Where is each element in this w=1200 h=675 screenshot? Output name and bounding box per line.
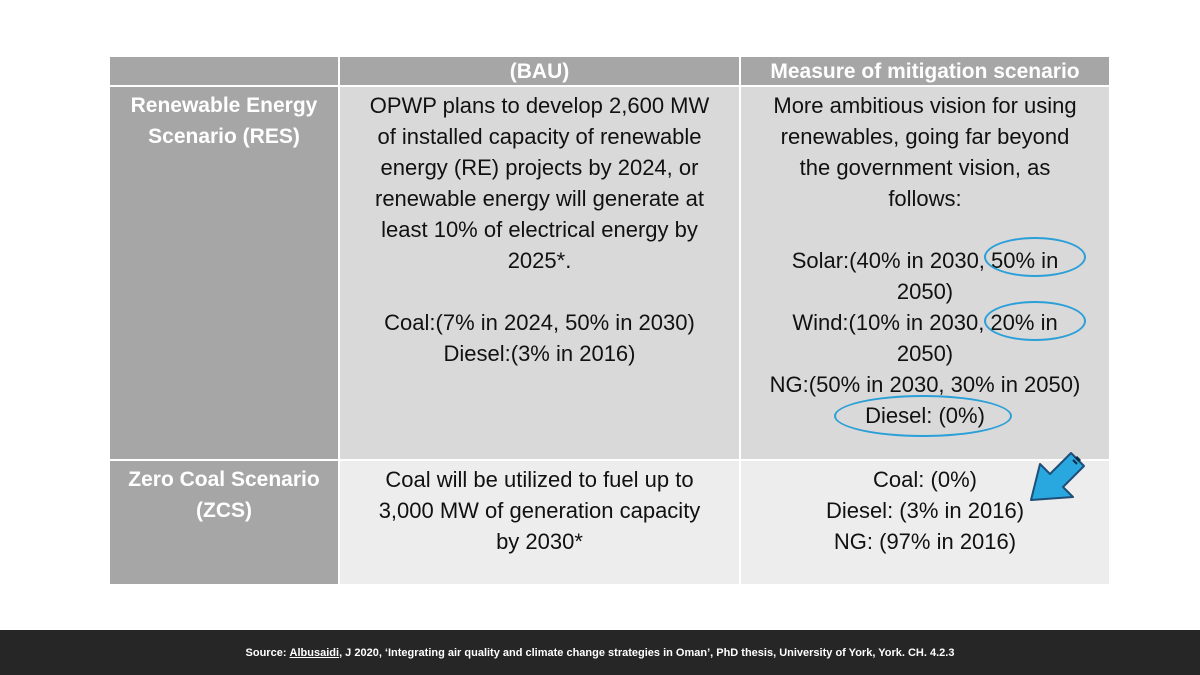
header-cell-bau: (BAU)	[340, 57, 739, 85]
header-cell-empty	[110, 57, 338, 85]
source-rest: , J 2020, ‘Integrating air quality and c…	[339, 646, 955, 659]
row-header-zcs: Zero Coal Scenario (ZCS)	[110, 461, 338, 584]
source-author: Albusaidi	[289, 646, 340, 659]
arrow-down-left-icon	[1030, 452, 1085, 501]
highlight-ellipse-diesel-zero	[834, 395, 1012, 437]
res-bau-cell: OPWP plans to develop 2,600 MW of instal…	[340, 87, 739, 459]
zcs-bau-cell: Coal will be utilized to fuel up to 3,00…	[340, 461, 739, 584]
header-cell-mitigation: Measure of mitigation scenario	[741, 57, 1109, 85]
highlight-ellipse-solar-2050	[984, 237, 1086, 277]
source-footer: Source: Albusaidi, J 2020, ‘Integrating …	[0, 630, 1200, 675]
source-prefix: Source:	[245, 646, 290, 659]
highlight-ellipse-wind-2050	[984, 301, 1086, 341]
row-header-res: Renewable Energy Scenario (RES)	[110, 87, 338, 459]
